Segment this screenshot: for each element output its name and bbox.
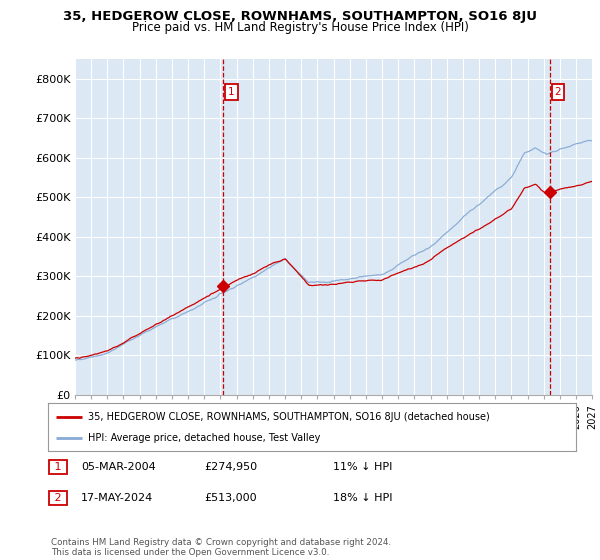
Text: £274,950: £274,950 xyxy=(204,462,257,472)
Text: 35, HEDGEROW CLOSE, ROWNHAMS, SOUTHAMPTON, SO16 8JU: 35, HEDGEROW CLOSE, ROWNHAMS, SOUTHAMPTO… xyxy=(63,10,537,22)
Text: 17-MAY-2024: 17-MAY-2024 xyxy=(81,493,153,503)
Text: HPI: Average price, detached house, Test Valley: HPI: Average price, detached house, Test… xyxy=(88,433,320,443)
Text: 05-MAR-2004: 05-MAR-2004 xyxy=(81,462,156,472)
Text: 18% ↓ HPI: 18% ↓ HPI xyxy=(333,493,392,503)
Text: 1: 1 xyxy=(51,462,65,472)
Text: 1: 1 xyxy=(228,87,235,97)
Text: 35, HEDGEROW CLOSE, ROWNHAMS, SOUTHAMPTON, SO16 8JU (detached house): 35, HEDGEROW CLOSE, ROWNHAMS, SOUTHAMPTO… xyxy=(88,412,490,422)
Text: 2: 2 xyxy=(51,493,65,503)
Text: Price paid vs. HM Land Registry's House Price Index (HPI): Price paid vs. HM Land Registry's House … xyxy=(131,21,469,34)
Text: 11% ↓ HPI: 11% ↓ HPI xyxy=(333,462,392,472)
Text: 2: 2 xyxy=(555,87,562,97)
Text: Contains HM Land Registry data © Crown copyright and database right 2024.
This d: Contains HM Land Registry data © Crown c… xyxy=(51,538,391,557)
Text: £513,000: £513,000 xyxy=(204,493,257,503)
